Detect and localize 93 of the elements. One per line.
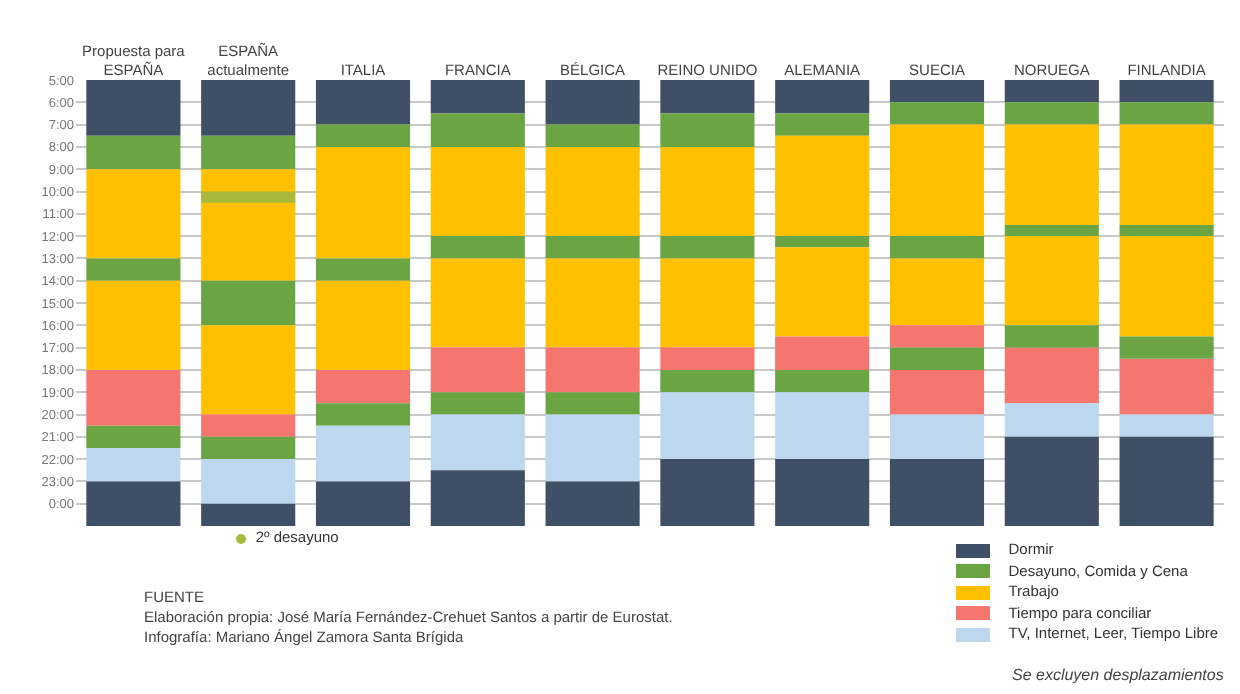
- bar: [1004, 80, 1099, 103]
- bar: [1119, 336, 1214, 359]
- bar: [545, 481, 640, 526]
- bar: [775, 247, 870, 337]
- bar: [889, 80, 985, 103]
- bar: [86, 280, 181, 370]
- bar: [1119, 224, 1214, 237]
- bar: [660, 369, 755, 393]
- bar: [315, 258, 411, 281]
- bar: [315, 124, 411, 147]
- bar: [775, 369, 870, 393]
- bar: [86, 369, 181, 426]
- bar: [660, 236, 755, 259]
- bar: [201, 169, 296, 281]
- bar: [889, 459, 985, 526]
- bar: [545, 258, 640, 348]
- bar: [201, 503, 296, 526]
- bar: [201, 436, 296, 460]
- bar: [889, 236, 985, 259]
- bar: [1119, 80, 1214, 103]
- bar: [430, 80, 525, 114]
- bar: [430, 414, 525, 471]
- bar: [660, 113, 755, 147]
- bar: [545, 146, 640, 237]
- bar: [86, 447, 181, 482]
- bar: [1004, 325, 1099, 348]
- bar: [1004, 102, 1099, 125]
- bar: [201, 325, 296, 415]
- bar: [430, 470, 525, 526]
- bar: [775, 80, 870, 114]
- bar: [201, 191, 296, 203]
- bar: [1004, 403, 1099, 437]
- bar: [775, 392, 870, 460]
- bar: [775, 336, 870, 370]
- bar: [1119, 102, 1214, 125]
- bar: [86, 425, 181, 448]
- bar: [545, 236, 640, 259]
- bar: [660, 146, 755, 237]
- bar: [1119, 236, 1214, 337]
- bar: [430, 113, 525, 147]
- bar: [775, 135, 870, 237]
- bar: [775, 236, 870, 248]
- bar: [315, 80, 411, 125]
- bar: [201, 414, 296, 437]
- bar: [430, 236, 525, 259]
- bar: [86, 481, 181, 526]
- bar: [315, 369, 411, 404]
- bar: [1004, 436, 1099, 526]
- bar: [86, 169, 181, 259]
- bar: [889, 124, 985, 237]
- bar: [775, 459, 870, 526]
- bar: [315, 425, 411, 482]
- bar: [315, 403, 411, 426]
- bar: [86, 80, 181, 136]
- bar: [889, 369, 985, 415]
- bar: [545, 392, 640, 415]
- bar: [1119, 358, 1214, 415]
- bar: [889, 258, 985, 326]
- bar: [201, 459, 296, 504]
- bar: [660, 80, 755, 114]
- text: Se excluyen desplazamientos: [1012, 666, 1224, 684]
- bar: [430, 258, 525, 348]
- bar: [545, 414, 640, 482]
- bar: [86, 258, 181, 281]
- bar: [201, 280, 296, 326]
- bar: [545, 124, 640, 147]
- bar: [660, 258, 755, 348]
- bar: [889, 325, 985, 348]
- bar: [660, 347, 755, 370]
- bar: [889, 102, 985, 125]
- bar: [1119, 124, 1214, 225]
- bar: [545, 80, 640, 125]
- bar: [545, 347, 640, 393]
- bar: [86, 135, 181, 170]
- bar: [201, 80, 296, 136]
- bar: [889, 347, 985, 370]
- bar: [660, 459, 755, 526]
- bar: [201, 135, 296, 170]
- bar: [1119, 414, 1214, 437]
- bar: [660, 392, 755, 460]
- bar: [315, 280, 411, 370]
- bar: [430, 347, 525, 393]
- bar: [1004, 236, 1099, 326]
- bar: [315, 146, 411, 259]
- bar: [1004, 224, 1099, 237]
- bar: [1119, 436, 1214, 526]
- bar: [1004, 347, 1099, 404]
- bar: [430, 392, 525, 415]
- bar: [1004, 124, 1099, 225]
- bar: [430, 146, 525, 237]
- bar: [315, 481, 411, 526]
- bar: [889, 414, 985, 460]
- bar: [775, 113, 870, 136]
